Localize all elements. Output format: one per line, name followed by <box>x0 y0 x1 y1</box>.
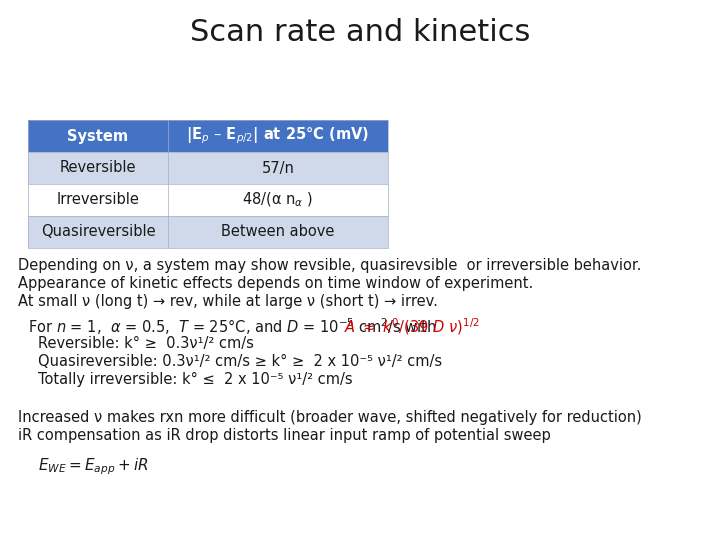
Text: 48/(α n$_{\alpha}$ ): 48/(α n$_{\alpha}$ ) <box>243 191 314 209</box>
Text: Depending on ν, a system may show revsible, quasirevsible  or irreversible behav: Depending on ν, a system may show revsib… <box>18 258 642 273</box>
Text: Appearance of kinetic effects depends on time window of experiment.: Appearance of kinetic effects depends on… <box>18 276 534 291</box>
Bar <box>28 152 388 184</box>
Text: 57/n: 57/n <box>261 160 294 176</box>
Bar <box>28 120 388 152</box>
Text: Reversible: Reversible <box>60 160 136 176</box>
Text: Irreversible: Irreversible <box>57 192 140 207</box>
Text: |E$_p$ – E$_{p/2}$| at 25°C (mV): |E$_p$ – E$_{p/2}$| at 25°C (mV) <box>186 126 369 146</box>
Text: $\bf{\it{A}}$ $\approx$ $\bf{\it{k^0/(39\ D\ \nu)^{1/2}}}$: $\bf{\it{A}}$ $\approx$ $\bf{\it{k^0/(39… <box>344 316 480 337</box>
Text: System: System <box>68 129 129 144</box>
Text: Quasireversible: 0.3ν¹/² cm/s ≥ k° ≥  2 x 10⁻⁵ ν¹/² cm/s: Quasireversible: 0.3ν¹/² cm/s ≥ k° ≥ 2 x… <box>38 354 442 369</box>
Text: Increased ν makes rxn more difficult (broader wave, shifted negatively for reduc: Increased ν makes rxn more difficult (br… <box>18 410 642 425</box>
Text: At small ν (long t) → rev, while at large ν (short t) → irrev.: At small ν (long t) → rev, while at larg… <box>18 294 438 309</box>
Bar <box>28 120 388 248</box>
Text: Between above: Between above <box>221 225 335 240</box>
Text: Totally irreversible: k° ≤  2 x 10⁻⁵ ν¹/² cm/s: Totally irreversible: k° ≤ 2 x 10⁻⁵ ν¹/²… <box>38 372 353 387</box>
Bar <box>28 184 388 216</box>
Text: $E_{WE} = E_{app} + iR$: $E_{WE} = E_{app} + iR$ <box>38 456 148 477</box>
Bar <box>28 216 388 248</box>
Text: For $n$ = 1,  $\alpha$ = 0.5,  $T$ = 25°C, and $D$ = 10$^{-5}$ cm$^2$/s with: For $n$ = 1, $\alpha$ = 0.5, $T$ = 25°C,… <box>28 316 438 337</box>
Text: Scan rate and kinetics: Scan rate and kinetics <box>190 18 530 47</box>
Text: Reversible: k° ≥  0.3ν¹/² cm/s: Reversible: k° ≥ 0.3ν¹/² cm/s <box>38 336 254 351</box>
Text: iR compensation as iR drop distorts linear input ramp of potential sweep: iR compensation as iR drop distorts line… <box>18 428 551 443</box>
Text: Quasireversible: Quasireversible <box>41 225 156 240</box>
